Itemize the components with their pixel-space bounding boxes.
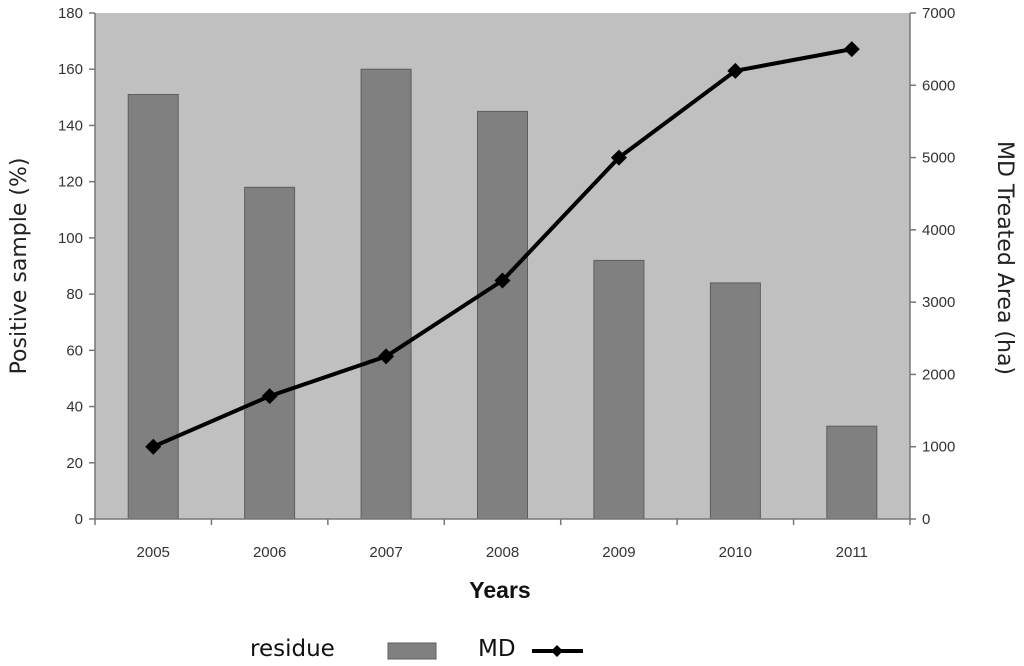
- bar-2011: [826, 425, 878, 520]
- x-tick-label: 2010: [719, 544, 752, 561]
- bar-2008: [477, 110, 528, 520]
- left-tick-label: 60: [66, 342, 83, 359]
- right-axis-title: MD Treated Area (ha): [992, 141, 1017, 375]
- right-tick-label: 1000: [922, 439, 955, 456]
- right-tick-label: 0: [922, 511, 930, 528]
- legend-swatch-residue: [387, 642, 437, 660]
- right-tick-label: 3000: [922, 294, 955, 311]
- legend-label-residue: residue: [250, 636, 335, 662]
- left-tick-label: 160: [58, 61, 83, 78]
- legend-marker-md: [551, 645, 563, 657]
- right-tick-label: 5000: [922, 150, 955, 167]
- x-tick-label: 2006: [253, 544, 286, 561]
- left-tick-label: 120: [58, 174, 83, 191]
- x-axis-title: Years: [469, 577, 530, 603]
- marker-md-2006: [261, 388, 278, 405]
- legend: residue MD: [250, 636, 583, 662]
- legend-label-md: MD: [478, 636, 516, 662]
- bar-2007: [360, 68, 412, 520]
- bar-2005: [127, 94, 179, 520]
- bar-2010: [709, 282, 761, 520]
- marker-md-2008: [494, 272, 511, 289]
- marker-md-2010: [727, 62, 744, 79]
- left-tick-label: 40: [66, 399, 83, 416]
- left-tick-label: 80: [66, 286, 83, 303]
- left-axis-title: Positive sample (%): [7, 158, 32, 375]
- left-tick-label: 140: [58, 117, 83, 134]
- marker-md-2009: [610, 149, 627, 166]
- x-tick-label: 2008: [486, 544, 519, 561]
- x-tick-label: 2009: [602, 544, 635, 561]
- marker-md-2005: [145, 438, 162, 455]
- bar-2009: [593, 259, 645, 520]
- x-tick-label: 2011: [836, 544, 868, 561]
- marker-md-2007: [378, 348, 395, 365]
- x-tick-label: 2005: [137, 544, 170, 561]
- bar-2006: [244, 186, 296, 520]
- left-tick-label: 180: [58, 5, 83, 22]
- left-tick-label: 100: [58, 230, 83, 247]
- right-tick-label: 2000: [922, 366, 955, 383]
- x-tick-label: 2007: [369, 544, 402, 561]
- left-tick-label: 20: [66, 455, 83, 472]
- marker-md-2011: [843, 41, 860, 58]
- right-tick-label: 6000: [922, 77, 955, 94]
- right-tick-label: 7000: [922, 5, 955, 22]
- left-tick-label: 0: [75, 511, 83, 528]
- right-tick-label: 4000: [922, 222, 955, 239]
